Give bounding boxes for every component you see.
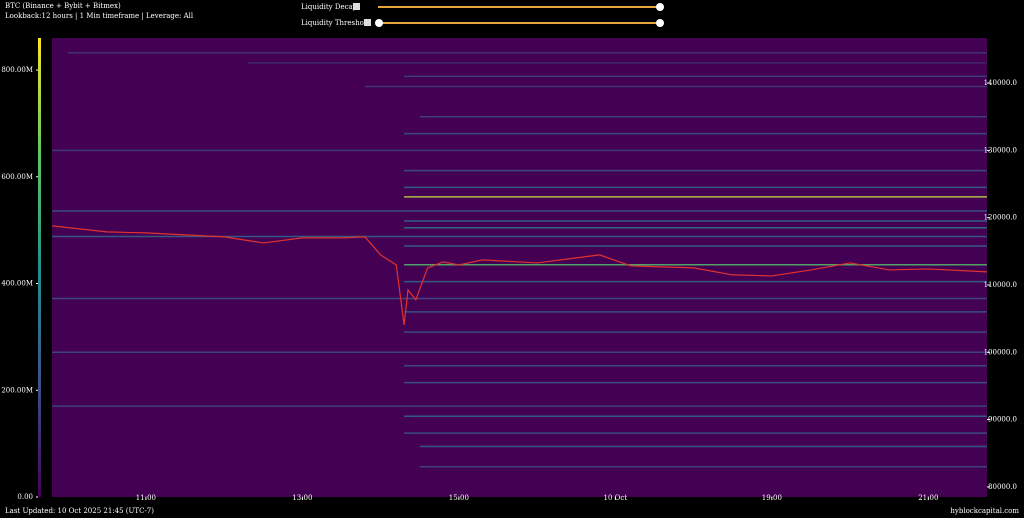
colorbar-tick-label: 600.00M [1, 173, 33, 181]
slider-icon [364, 19, 371, 26]
x-tick-label: 15:00 [449, 494, 469, 502]
y-tick-label: 100000.0 [984, 348, 1017, 356]
slider-thumb[interactable] [656, 19, 664, 27]
colorbar-tick-label: 800.00M [1, 66, 33, 74]
x-tick-label: 21:00 [918, 494, 938, 502]
colorbar-tick-label: 0.00 [17, 493, 33, 501]
heatmap-background [52, 38, 987, 497]
x-tick-label: 13:00 [292, 494, 312, 502]
x-tick-label: 11:00 [136, 494, 156, 502]
y-tick-label: 90000.0 [988, 416, 1017, 424]
footer-updated: Last Updated: 10 Oct 2025 21:45 (UTC-7) [5, 507, 154, 515]
colorbar [38, 38, 41, 497]
colorbar-tick-label: 400.00M [1, 280, 33, 288]
x-tick-label: 10 Oct [604, 494, 628, 502]
slider-label: Liquidity Threshold [301, 19, 371, 27]
x-tick-label: 19:00 [762, 494, 782, 502]
y-tick-label: 140000.0 [984, 79, 1017, 87]
slider-thumb[interactable] [656, 3, 664, 11]
title: BTC (Binance + Bybit + Bitmex) [5, 2, 121, 10]
slider-label: Liquidity Decay [301, 3, 357, 11]
y-tick-label: 130000.0 [984, 146, 1017, 154]
slider-icon [353, 3, 360, 10]
colorbar-tick-label: 200.00M [1, 386, 33, 394]
y-tick-label: 110000.0 [984, 281, 1017, 289]
price-line [51, 225, 988, 325]
y-tick-label: 120000.0 [984, 214, 1017, 222]
footer-site: hyblockcapital.com [950, 507, 1019, 515]
slider-thumb[interactable] [375, 19, 383, 27]
y-tick-label: 80000.0 [988, 483, 1017, 491]
subtitle: Lookback:12 hours | 1 Min timeframe | Le… [5, 12, 194, 20]
